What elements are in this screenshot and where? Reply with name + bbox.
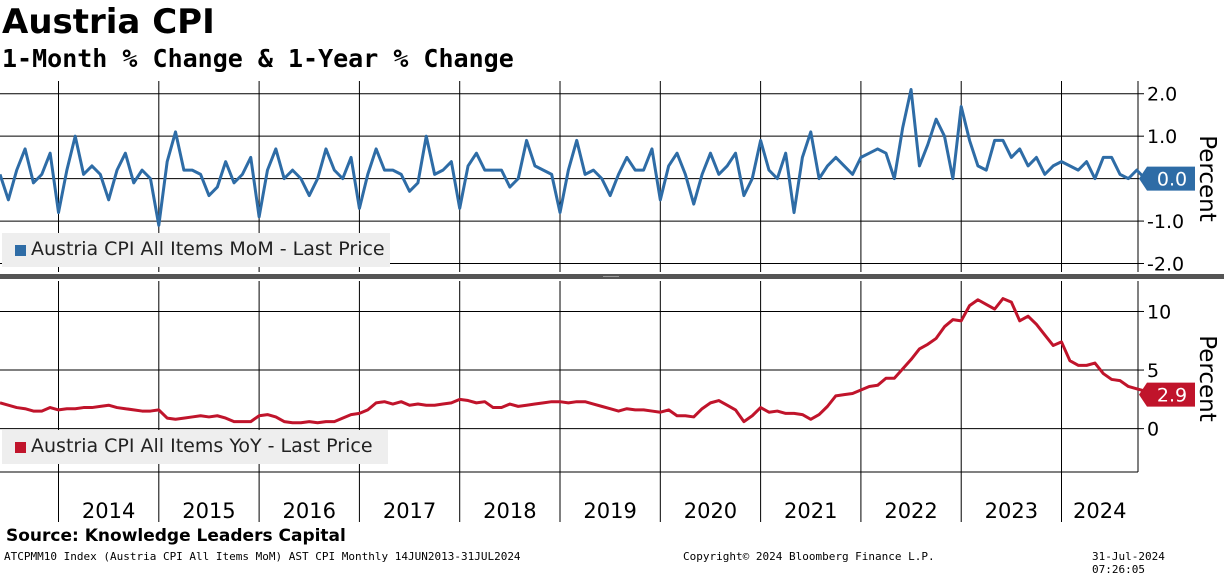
legend-yoy: Austria CPI All Items YoY - Last Price	[2, 430, 388, 464]
legend-yoy-swatch	[15, 442, 26, 453]
last-value-tag	[1139, 166, 1195, 191]
x-tick-label: 2023	[985, 499, 1038, 523]
x-tick-label: 2020	[684, 499, 737, 523]
ytick-label: 1.0	[1147, 126, 1177, 148]
chart-title: Austria CPI	[2, 2, 215, 42]
x-tick-label: 2019	[583, 499, 636, 523]
ytick-label: 5	[1147, 360, 1159, 382]
series-line	[0, 297, 1163, 425]
x-tick-label: 2015	[182, 499, 235, 523]
legend-yoy-label: Austria CPI All Items YoY - Last Price	[31, 435, 373, 457]
x-tick-label: 2018	[483, 499, 536, 523]
x-tick-label: 2017	[383, 499, 436, 523]
copyright-note: Copyright© 2024 Bloomberg Finance L.P.	[683, 550, 935, 563]
source-note: Source: Knowledge Leaders Capital	[6, 526, 346, 546]
legend-mom: Austria CPI All Items MoM - Last Price	[2, 233, 390, 267]
last-value-label: 0.0	[1157, 169, 1187, 191]
x-tick-label: 2024	[1073, 499, 1126, 523]
last-value-tag	[1139, 382, 1195, 407]
timestamp: 31-Jul-2024 07:26:05	[1092, 550, 1165, 576]
ytick-label: 0	[1147, 419, 1159, 441]
ytick-label: -1.0	[1147, 211, 1184, 233]
legend-mom-swatch	[15, 245, 26, 256]
ytick-label: -2.0	[1147, 254, 1184, 276]
y-axis-title: Percent	[1194, 335, 1220, 422]
x-tick-label: 2022	[884, 499, 937, 523]
ticker-info: ATCPMM10 Index (Austria CPI All Items Mo…	[4, 550, 521, 563]
panel-yoy: 10 5 0 Percent 2.9	[0, 281, 1220, 472]
ytick-label: 2.0	[1147, 84, 1177, 106]
chart-subtitle: 1-Month % Change & 1-Year % Change	[2, 44, 514, 73]
y-axis-title: Percent	[1194, 135, 1220, 222]
series-line	[0, 87, 1147, 227]
ytick-label: 10	[1147, 301, 1171, 323]
last-value-label: 2.9	[1157, 385, 1187, 407]
x-tick-label: 2014	[82, 499, 135, 523]
legend-mom-label: Austria CPI All Items MoM - Last Price	[31, 238, 385, 260]
x-tick-label: 2021	[784, 499, 837, 523]
x-tick-label: 2016	[283, 499, 336, 523]
